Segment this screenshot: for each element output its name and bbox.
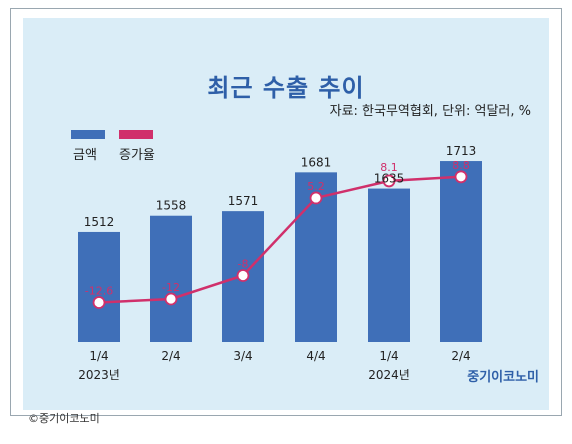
growth-value-label: 8.1 bbox=[380, 161, 398, 174]
bar bbox=[440, 161, 482, 342]
growth-value-label: -8 bbox=[238, 258, 249, 271]
x-tick-label: 1/4 bbox=[379, 349, 398, 363]
copyright-caption: ©중기이코노미 bbox=[28, 412, 100, 425]
growth-line bbox=[98, 175, 462, 304]
growth-value-label: -12 bbox=[162, 281, 180, 294]
x-tick-label: 2/4 bbox=[161, 349, 180, 363]
growth-point bbox=[236, 269, 250, 282]
bar-value-label: 1681 bbox=[301, 155, 332, 169]
source-note: 자료: 한국무역협회, 단위: 억달러, % bbox=[329, 104, 531, 119]
x-tick-label: 3/4 bbox=[233, 349, 252, 363]
legend-label-growth: 증가율 bbox=[119, 148, 155, 163]
bar-value-label: 1571 bbox=[228, 194, 259, 208]
bar bbox=[150, 215, 192, 342]
chart-panel: 최근 수출 추이 자료: 한국무역협회, 단위: 억달러, % 금액 증가율 1… bbox=[23, 18, 549, 410]
bar bbox=[78, 231, 120, 342]
growth-point bbox=[454, 170, 468, 184]
growth-value-label: 8.8 bbox=[452, 159, 470, 172]
bar-value-label: 1713 bbox=[446, 144, 477, 158]
bar bbox=[368, 188, 410, 342]
x-tick-label: 2/4 bbox=[451, 349, 470, 363]
growth-point bbox=[164, 292, 178, 306]
chart-title: 최근 수출 추이 bbox=[207, 74, 365, 102]
bar-value-label: 1512 bbox=[84, 215, 115, 229]
growth-value-label: 5.2 bbox=[307, 180, 325, 193]
x-tick-label: 4/4 bbox=[306, 349, 325, 363]
growth-point bbox=[92, 296, 106, 309]
bar-value-label: 1558 bbox=[156, 199, 187, 213]
growth-point bbox=[309, 191, 323, 205]
legend-label-amount: 금액 bbox=[73, 148, 97, 163]
year-label: 2024년 bbox=[368, 368, 410, 382]
growth-point bbox=[382, 174, 396, 188]
legend-swatch-amount bbox=[71, 130, 105, 139]
year-label: 2023년 bbox=[78, 368, 120, 382]
x-tick-label: 1/4 bbox=[89, 349, 108, 363]
brand-logo: 중기이코노미 bbox=[467, 370, 539, 385]
legend-swatch-growth bbox=[119, 130, 153, 139]
bar-value-label: 1635 bbox=[374, 172, 405, 186]
export-chart: 1512 1/4 1558 2/4 1571 3/4 1681 4/4 1635 1/4 1713 2… bbox=[78, 144, 482, 382]
growth-value-label: -12.6 bbox=[85, 285, 113, 298]
